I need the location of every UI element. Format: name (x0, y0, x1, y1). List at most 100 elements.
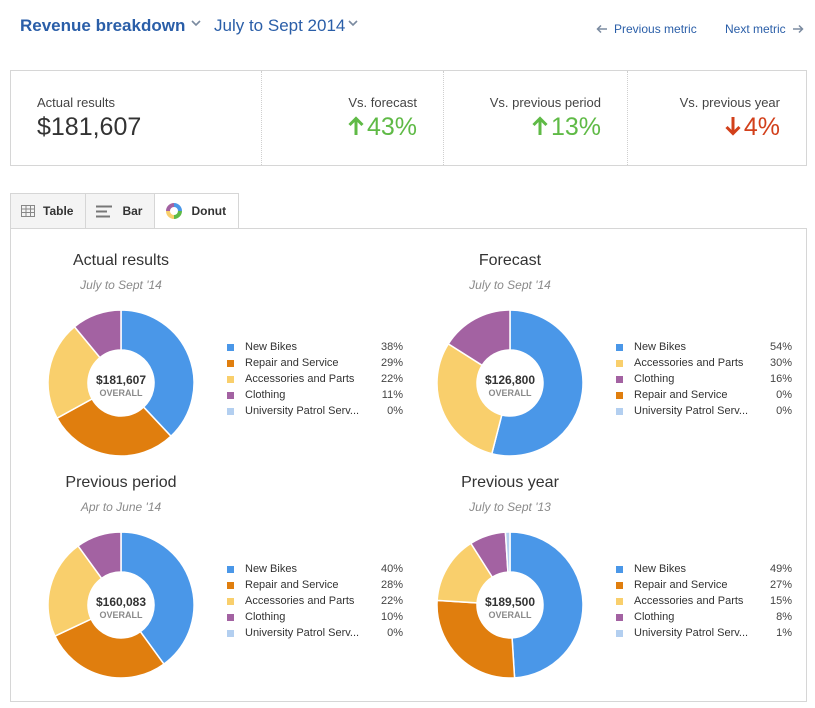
previous-metric-label: Previous metric (614, 22, 697, 36)
vs-prev-period-value: 13% (532, 113, 601, 142)
legend-label: Accessories and Parts (245, 373, 355, 385)
legend-item[interactable]: Clothing 10% (227, 611, 403, 627)
legend-item[interactable]: University Patrol Serv... 0% (616, 405, 792, 421)
vs-prev-year-percent: 4% (743, 113, 780, 141)
chart-title: Actual results (72, 252, 170, 269)
legend-item[interactable]: New Bikes 49% (616, 563, 792, 579)
legend-value: 0% (776, 389, 792, 401)
arrow-up-icon (348, 116, 364, 135)
next-metric-link[interactable]: Next metric (725, 22, 804, 36)
legend-item[interactable]: Clothing 16% (616, 373, 792, 389)
legend-item[interactable]: Accessories and Parts 15% (616, 595, 792, 611)
legend-item[interactable]: University Patrol Serv... 1% (616, 627, 792, 643)
table-icon (21, 205, 35, 217)
next-metric-label: Next metric (725, 22, 786, 36)
donut-hole (88, 572, 154, 638)
donut-slice-new-bikes[interactable] (509, 531, 584, 679)
chart-previous-period: Previous period Apr to June '14 $160,083… (21, 451, 403, 681)
legend-item[interactable]: Accessories and Parts 30% (616, 357, 792, 373)
page-title[interactable]: Revenue breakdown (20, 16, 186, 35)
previous-metric-link[interactable]: Previous metric (596, 22, 697, 36)
arrow-right-icon (792, 24, 804, 34)
legend-label: Repair and Service (634, 579, 728, 591)
legend-item[interactable]: New Bikes 40% (227, 563, 403, 579)
donut-center-label: OVERALL (488, 388, 532, 398)
legend-swatch (616, 408, 623, 415)
legend-label: University Patrol Serv... (245, 405, 360, 417)
donut-center-value: $181,607 (96, 373, 146, 387)
arrow-up-icon (532, 116, 548, 135)
chart-legend: New Bikes 54% Accessories and Parts 30% Clot… (616, 341, 792, 421)
chart-legend: New Bikes 40% Repair and Service 28% Accesso… (227, 563, 403, 643)
legend-item[interactable]: Repair and Service 0% (616, 389, 792, 405)
legend-item[interactable]: Repair and Service 29% (227, 357, 403, 373)
actual-results-value: $181,607 (37, 113, 142, 141)
legend-label: University Patrol Serv... (634, 405, 749, 417)
legend-label: Repair and Service (245, 357, 339, 369)
legend-label: New Bikes (634, 341, 686, 353)
vs-prev-period-label: Vs. previous period (489, 95, 601, 110)
donut-hole (88, 350, 154, 416)
chart-subtitle: Apr to June '14 (80, 500, 162, 514)
donut-slice-new-bikes[interactable] (120, 309, 195, 438)
summary-vs-prev-period: Vs. previous period 13% (443, 71, 627, 165)
legend-item[interactable]: Repair and Service 27% (616, 579, 792, 595)
tab-donut-label: Donut (191, 204, 227, 218)
vs-prev-period-percent: 13% (550, 113, 601, 141)
legend-swatch (616, 344, 623, 351)
donut-center-value: $126,800 (485, 373, 535, 387)
legend-item[interactable]: University Patrol Serv... 0% (227, 627, 403, 643)
legend-label: Accessories and Parts (634, 595, 744, 607)
legend-value: 1% (776, 627, 792, 639)
legend-swatch (616, 566, 623, 573)
legend-label: Accessories and Parts (245, 595, 355, 607)
legend-value: 22% (380, 373, 403, 385)
legend-label: New Bikes (634, 563, 686, 575)
donut-center-label: OVERALL (488, 610, 532, 620)
vs-prev-year-value: 4% (725, 113, 780, 142)
legend-item[interactable]: New Bikes 54% (616, 341, 792, 357)
legend-value: 0% (776, 405, 792, 417)
vs-prev-year-label: Vs. previous year (679, 95, 780, 110)
legend-label: New Bikes (245, 563, 297, 575)
legend-value: 0% (387, 405, 403, 417)
tab-table[interactable]: Table (10, 193, 86, 229)
donut-slice-clothing[interactable] (77, 531, 122, 580)
chart-panel: Actual results July to Sept '14 $181,607… (10, 228, 807, 702)
legend-swatch (227, 360, 234, 367)
legend-item[interactable]: New Bikes 38% (227, 341, 403, 357)
legend-label: Repair and Service (634, 389, 728, 401)
legend-label: Clothing (634, 373, 675, 385)
legend-swatch (616, 360, 623, 367)
legend-value: 28% (380, 579, 403, 591)
legend-item[interactable]: Clothing 8% (616, 611, 792, 627)
period-selector[interactable]: July to Sept 2014 (214, 16, 346, 35)
legend-value: 27% (769, 579, 792, 591)
legend-item[interactable]: Accessories and Parts 22% (227, 595, 403, 611)
legend-swatch (227, 376, 234, 383)
legend-item[interactable]: Accessories and Parts 22% (227, 373, 403, 389)
donut-slice-repair-and-service[interactable] (436, 599, 516, 679)
donut-hole (477, 572, 543, 638)
tab-donut[interactable]: Donut (154, 193, 240, 229)
tab-bar[interactable]: Bar (85, 193, 155, 229)
donut-center-label: OVERALL (99, 388, 143, 398)
chevron-down-icon[interactable] (190, 18, 202, 28)
legend-swatch (227, 598, 234, 605)
legend-item[interactable]: University Patrol Serv... 0% (227, 405, 403, 421)
legend-label: Clothing (245, 389, 286, 401)
tab-table-label: Table (43, 204, 74, 218)
legend-value: 30% (769, 357, 792, 369)
chevron-down-icon[interactable] (347, 18, 359, 28)
summary-panel: Actual results $181,607 Vs. forecast 43%… (10, 70, 807, 166)
donut-hole (477, 350, 543, 416)
legend-item[interactable]: Repair and Service 28% (227, 579, 403, 595)
legend-value: 40% (380, 563, 403, 575)
legend-swatch (616, 630, 623, 637)
legend-swatch (227, 614, 234, 621)
legend-item[interactable]: Clothing 11% (227, 389, 403, 405)
